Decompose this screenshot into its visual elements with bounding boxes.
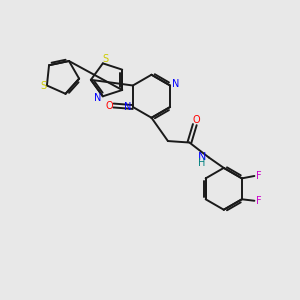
Text: S: S xyxy=(103,54,109,64)
Text: N: N xyxy=(172,79,179,89)
Text: H: H xyxy=(198,158,206,168)
Text: N: N xyxy=(124,102,131,112)
Text: N: N xyxy=(198,152,206,163)
Text: F: F xyxy=(256,196,261,206)
Text: S: S xyxy=(40,81,46,92)
Text: O: O xyxy=(192,115,200,124)
Text: F: F xyxy=(256,171,261,181)
Text: N: N xyxy=(94,93,101,103)
Text: O: O xyxy=(106,100,113,110)
